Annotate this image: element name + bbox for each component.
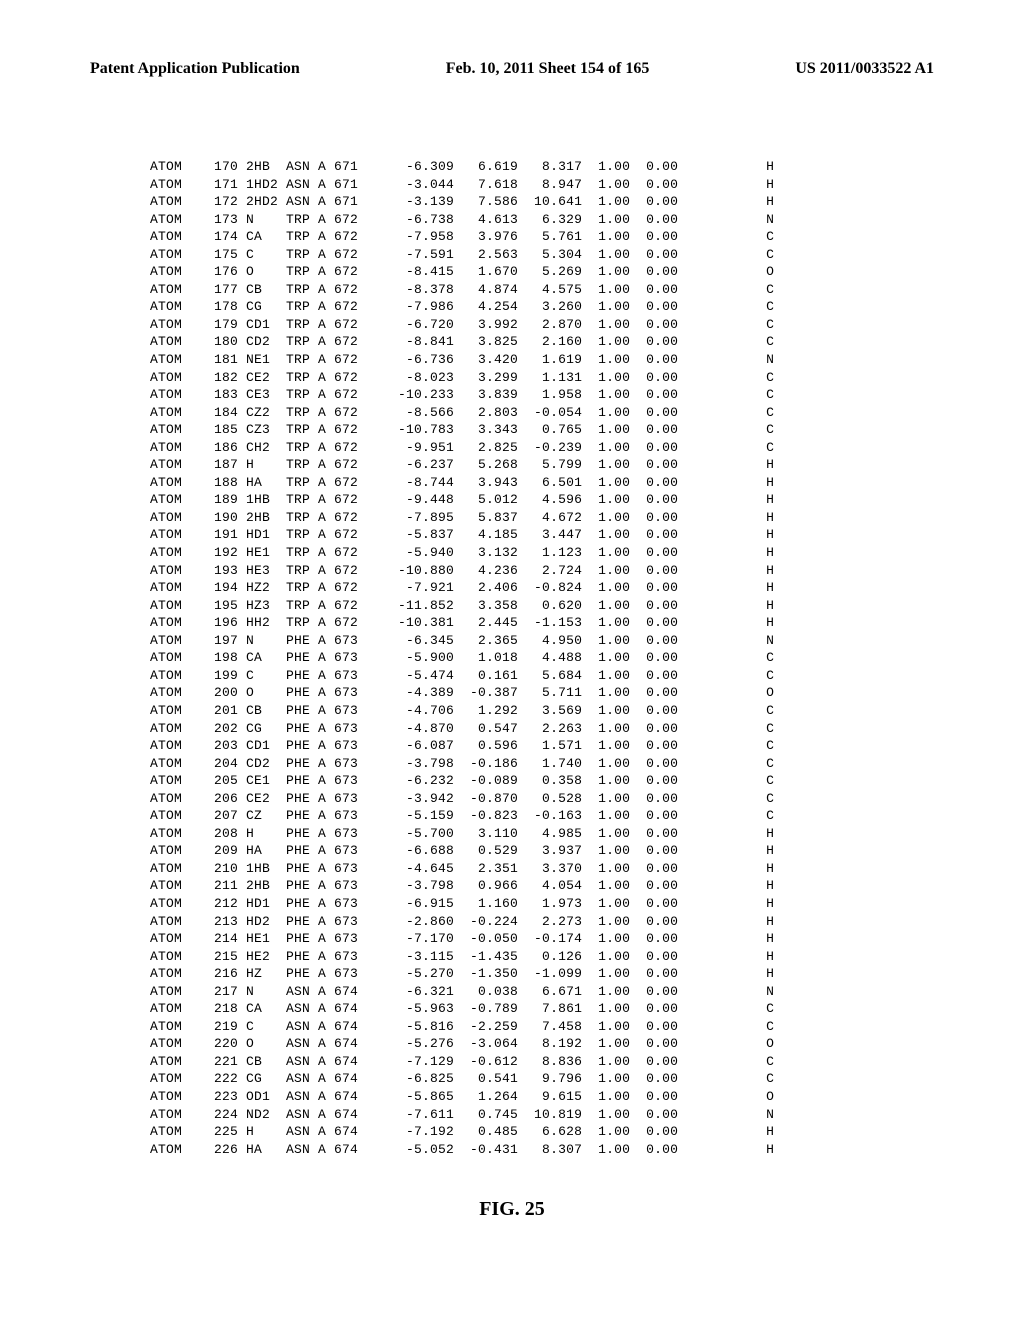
header-right: US 2011/0033522 A1 — [795, 60, 934, 78]
header-left: Patent Application Publication — [90, 60, 300, 78]
figure-label: FIG. 25 — [90, 1198, 934, 1221]
page-header: Patent Application Publication Feb. 10, … — [90, 60, 934, 78]
pdb-atom-records: ATOM 170 2HB ASN A 671 -6.309 6.619 8.31… — [150, 158, 934, 1158]
header-center: Feb. 10, 2011 Sheet 154 of 165 — [446, 60, 650, 78]
page: Patent Application Publication Feb. 10, … — [0, 0, 1024, 1320]
